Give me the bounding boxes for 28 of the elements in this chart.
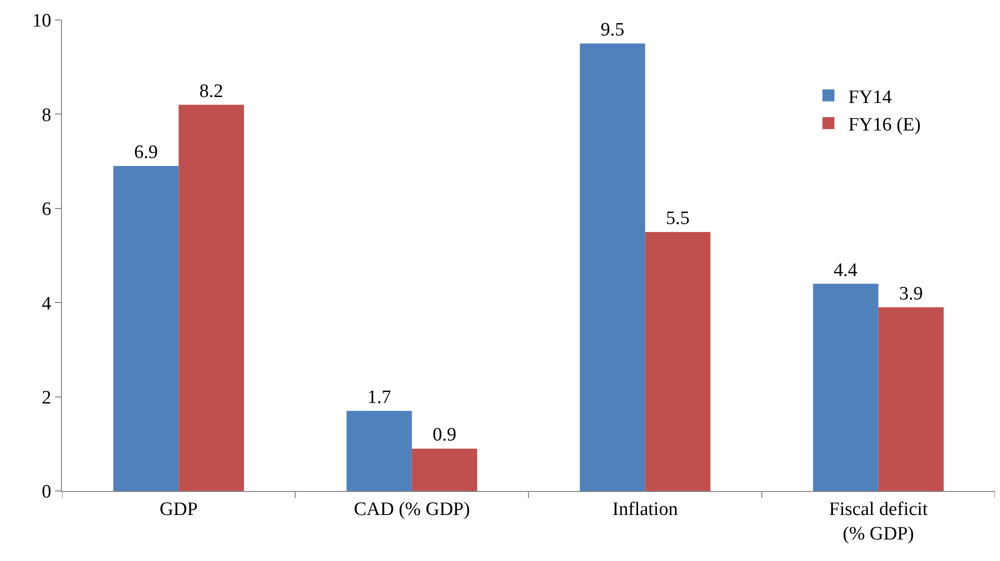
y-tick-label: 0 [42,482,52,503]
bar [878,307,944,491]
bar [813,284,878,491]
x-tick-label: CAD (% GDP) [354,498,470,520]
data-label: 0.9 [432,424,456,446]
y-tick-label: 8 [42,104,52,126]
bar [113,166,179,491]
data-label: 9.5 [600,20,624,41]
data-label: 8.2 [199,80,224,102]
y-tick-label: 2 [42,387,52,408]
x-tick-label: Fiscal deficit (% GDP) [829,498,928,544]
bar [580,44,646,491]
y-tick-label: 10 [32,10,52,32]
y-tick-label: 4 [42,293,52,314]
bar [645,232,710,491]
y-tick-label: 6 [42,199,52,220]
bar [412,448,478,491]
x-tick-label: Inflation [612,498,678,520]
data-label: 4.4 [834,260,858,281]
bar [178,104,244,491]
data-label: 1.7 [367,386,392,408]
legend-label: FY14 [848,86,892,108]
legend-label: FY16 (E) [848,114,921,136]
data-label: 6.9 [134,142,158,164]
x-tick-label: GDP [160,498,198,520]
data-label: 5.5 [666,208,690,229]
data-label: 3.9 [899,283,923,304]
bar [346,410,412,491]
